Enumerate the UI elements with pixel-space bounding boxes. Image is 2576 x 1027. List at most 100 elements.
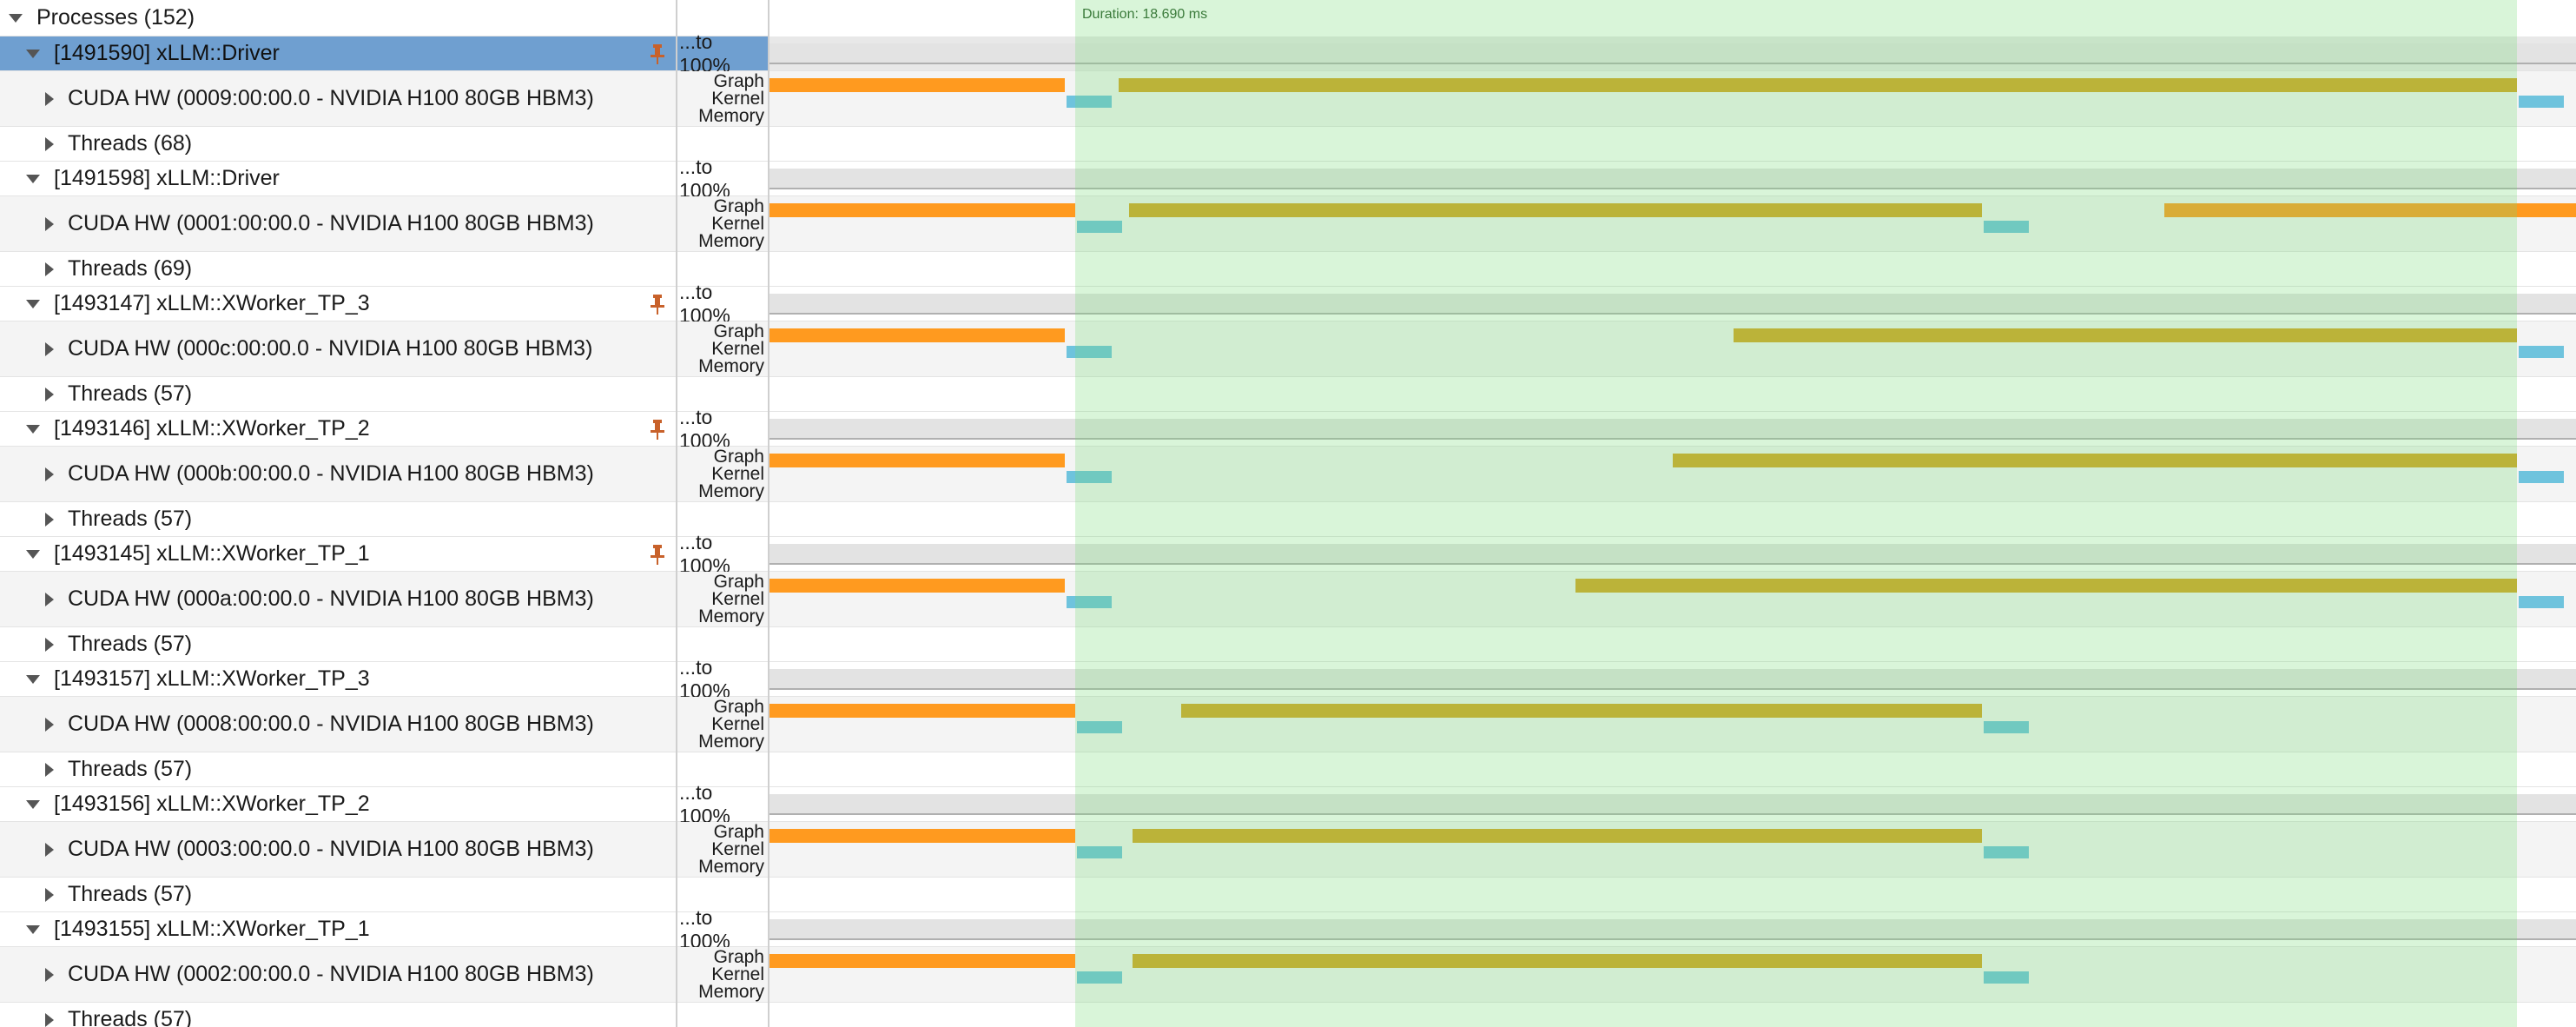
process-row[interactable]: [1493155] xLLM::XWorker_TP_1 (0, 912, 676, 947)
graph-segment[interactable] (769, 954, 1075, 968)
cuda-hw-track[interactable] (769, 572, 2576, 627)
pin-icon[interactable] (648, 293, 667, 315)
cuda-hw-row[interactable]: CUDA HW (000b:00:00.0 - NVIDIA H100 80GB… (0, 447, 676, 502)
process-utilization-track[interactable] (769, 287, 2576, 321)
kernel-activity[interactable] (1067, 346, 1112, 358)
expand-triangle-icon[interactable] (45, 91, 54, 106)
cuda-hw-track[interactable] (769, 71, 2576, 127)
graph-segment[interactable] (769, 829, 1075, 843)
process-row[interactable]: [1493157] xLLM::XWorker_TP_3 (0, 662, 676, 697)
kernel-activity[interactable] (1984, 221, 2029, 233)
process-utilization-track[interactable] (769, 412, 2576, 447)
cuda-hw-track[interactable] (769, 697, 2576, 752)
graph-segment[interactable] (1133, 954, 1982, 968)
expand-triangle-icon[interactable] (45, 387, 54, 401)
cuda-hw-row[interactable]: CUDA HW (0002:00:00.0 - NVIDIA H100 80GB… (0, 947, 676, 1003)
kernel-activity[interactable] (1984, 721, 2029, 733)
process-utilization-track[interactable] (769, 162, 2576, 196)
kernel-activity[interactable] (2519, 471, 2564, 483)
pin-icon[interactable] (648, 543, 667, 566)
expand-triangle-icon[interactable] (45, 842, 54, 857)
expand-triangle-icon[interactable] (45, 136, 54, 151)
expand-triangle-icon[interactable] (45, 592, 54, 606)
process-row[interactable]: [1491590] xLLM::Driver (0, 36, 676, 71)
threads-row[interactable]: Threads (57) (0, 502, 676, 537)
cuda-hw-row[interactable]: CUDA HW (000a:00:00.0 - NVIDIA H100 80GB… (0, 572, 676, 627)
process-utilization-track[interactable] (769, 537, 2576, 572)
threads-row[interactable]: Threads (57) (0, 1003, 676, 1027)
cuda-hw-row[interactable]: CUDA HW (000c:00:00.0 - NVIDIA H100 80GB… (0, 321, 676, 377)
kernel-activity[interactable] (2519, 346, 2564, 358)
collapse-triangle-icon[interactable] (26, 299, 40, 308)
threads-row[interactable]: Threads (57) (0, 377, 676, 412)
graph-segment[interactable] (769, 328, 1065, 342)
cuda-hw-track[interactable] (769, 196, 2576, 252)
cuda-hw-row[interactable]: CUDA HW (0008:00:00.0 - NVIDIA H100 80GB… (0, 697, 676, 752)
graph-segment[interactable] (1734, 328, 2517, 342)
kernel-activity[interactable] (1077, 221, 1122, 233)
collapse-triangle-icon[interactable] (26, 424, 40, 434)
kernel-activity[interactable] (1984, 971, 2029, 984)
kernel-activity[interactable] (2519, 96, 2564, 108)
process-utilization-track[interactable] (769, 912, 2576, 947)
cuda-hw-track[interactable] (769, 822, 2576, 878)
cuda-hw-track[interactable] (769, 447, 2576, 502)
graph-segment[interactable] (1575, 579, 2517, 593)
collapse-triangle-icon[interactable] (9, 13, 23, 23)
timeline-panel[interactable]: Duration: 18.690 ms (769, 0, 2576, 1027)
graph-segment[interactable] (1673, 454, 2517, 467)
graph-segment[interactable] (769, 704, 1075, 718)
graph-segment[interactable] (1119, 78, 2517, 92)
threads-row[interactable]: Threads (57) (0, 878, 676, 912)
collapse-triangle-icon[interactable] (26, 174, 40, 183)
expand-triangle-icon[interactable] (45, 887, 54, 902)
processes-header[interactable]: Processes (152) (0, 0, 676, 36)
collapse-triangle-icon[interactable] (26, 674, 40, 684)
collapse-triangle-icon[interactable] (26, 49, 40, 58)
process-row[interactable]: [1493147] xLLM::XWorker_TP_3 (0, 287, 676, 321)
process-row[interactable]: [1493146] xLLM::XWorker_TP_2 (0, 412, 676, 447)
cuda-hw-track[interactable] (769, 947, 2576, 1003)
kernel-activity[interactable] (1067, 471, 1112, 483)
graph-segment[interactable] (769, 203, 1075, 217)
expand-triangle-icon[interactable] (45, 967, 54, 982)
kernel-activity[interactable] (2519, 596, 2564, 608)
threads-row[interactable]: Threads (68) (0, 127, 676, 162)
pin-icon[interactable] (648, 418, 667, 441)
process-row[interactable]: [1491598] xLLM::Driver (0, 162, 676, 196)
cuda-hw-row[interactable]: CUDA HW (0001:00:00.0 - NVIDIA H100 80GB… (0, 196, 676, 252)
graph-segment[interactable] (2164, 203, 2576, 217)
threads-row[interactable]: Threads (57) (0, 627, 676, 662)
process-row[interactable]: [1493145] xLLM::XWorker_TP_1 (0, 537, 676, 572)
expand-triangle-icon[interactable] (45, 512, 54, 527)
graph-segment[interactable] (1129, 203, 1982, 217)
kernel-activity[interactable] (1984, 846, 2029, 858)
expand-triangle-icon[interactable] (45, 762, 54, 777)
pin-icon[interactable] (648, 43, 667, 65)
graph-segment[interactable] (1181, 704, 1982, 718)
kernel-activity[interactable] (1067, 96, 1112, 108)
cuda-hw-row[interactable]: CUDA HW (0009:00:00.0 - NVIDIA H100 80GB… (0, 71, 676, 127)
threads-row[interactable]: Threads (57) (0, 752, 676, 787)
process-utilization-track[interactable] (769, 662, 2576, 697)
collapse-triangle-icon[interactable] (26, 924, 40, 934)
kernel-activity[interactable] (1077, 971, 1122, 984)
graph-segment[interactable] (1133, 829, 1982, 843)
graph-segment[interactable] (769, 579, 1065, 593)
threads-row[interactable]: Threads (69) (0, 252, 676, 287)
collapse-triangle-icon[interactable] (26, 549, 40, 559)
process-utilization-track[interactable] (769, 36, 2576, 71)
expand-triangle-icon[interactable] (45, 717, 54, 732)
expand-triangle-icon[interactable] (45, 262, 54, 276)
expand-triangle-icon[interactable] (45, 637, 54, 652)
graph-segment[interactable] (769, 78, 1065, 92)
kernel-activity[interactable] (1077, 846, 1122, 858)
process-row[interactable]: [1493156] xLLM::XWorker_TP_2 (0, 787, 676, 822)
kernel-activity[interactable] (1077, 721, 1122, 733)
process-utilization-track[interactable] (769, 787, 2576, 822)
cuda-hw-track[interactable] (769, 321, 2576, 377)
cuda-hw-row[interactable]: CUDA HW (0003:00:00.0 - NVIDIA H100 80GB… (0, 822, 676, 878)
expand-triangle-icon[interactable] (45, 341, 54, 356)
expand-triangle-icon[interactable] (45, 467, 54, 481)
expand-triangle-icon[interactable] (45, 1012, 54, 1027)
